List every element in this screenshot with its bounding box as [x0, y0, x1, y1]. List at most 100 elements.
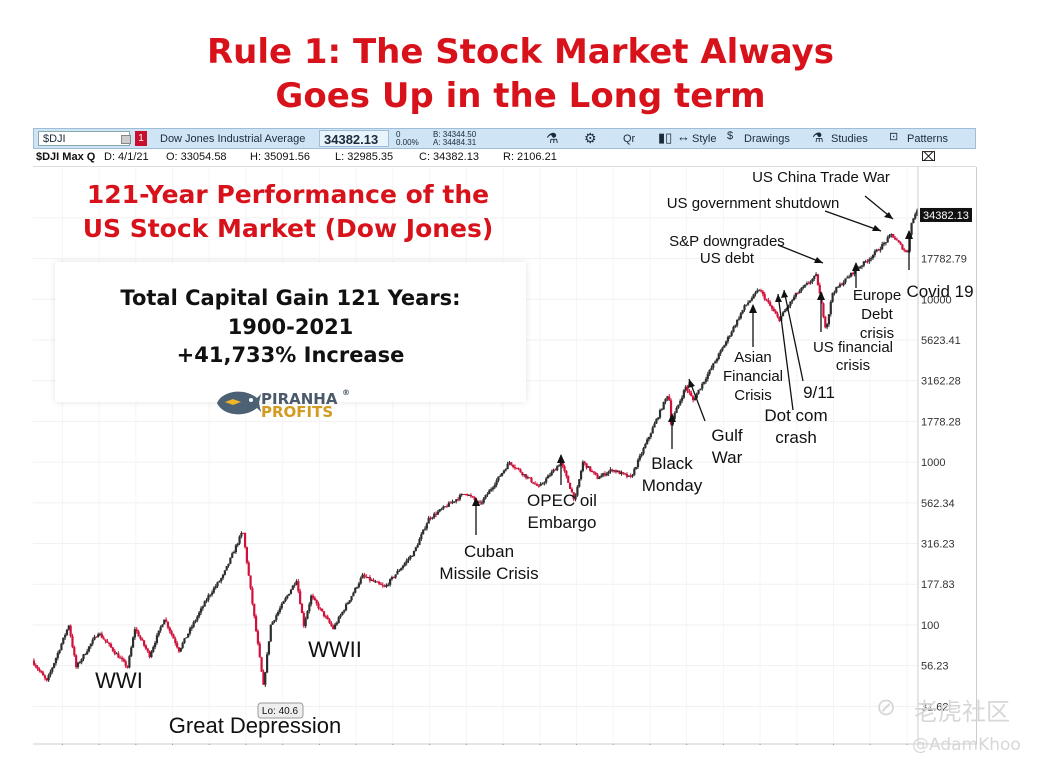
annotation-cuban-2: Missile Crisis [439, 564, 538, 583]
price-candle [58, 650, 61, 653]
price-candle [365, 576, 368, 578]
price-candle [137, 631, 140, 637]
price-candle [490, 489, 493, 491]
arrowhead [775, 294, 782, 302]
arrowhead [557, 454, 565, 463]
price-candle [113, 650, 116, 654]
price-candle [232, 552, 236, 554]
current-price-label: 34382.13 [923, 210, 969, 222]
candles-icon[interactable]: ▮▯ [658, 130, 673, 145]
price-candle [449, 502, 452, 504]
gear-icon[interactable]: ⚙ [584, 130, 597, 146]
price-candle [859, 266, 862, 269]
price-candle [811, 278, 814, 282]
price-candle [306, 611, 309, 619]
price-candle [767, 300, 770, 303]
price-candle [611, 469, 614, 472]
price-candle [240, 532, 243, 537]
price-candle [227, 563, 230, 567]
price-candle [739, 313, 742, 319]
price-candle [651, 427, 654, 434]
arrowhead [688, 379, 695, 388]
price-candle [445, 506, 449, 508]
style-button[interactable]: Style [692, 133, 717, 145]
price-candle [649, 433, 652, 437]
price-candle [802, 286, 805, 289]
price-candle [304, 618, 307, 627]
price-candle [361, 574, 364, 579]
price-candle [442, 506, 445, 509]
price-candle [142, 640, 146, 646]
price-candle [616, 470, 619, 473]
collapse-icon[interactable]: ⌧ [921, 149, 936, 164]
price-candle [33, 660, 36, 665]
price-candle [748, 300, 752, 303]
symbol-input[interactable]: $DJI [38, 131, 131, 146]
flask-icon[interactable]: ⚗ [546, 130, 559, 146]
price-candle [567, 476, 570, 483]
price-candle [168, 627, 171, 632]
logo-line1: PIRANHA [261, 390, 338, 408]
price-candle [493, 485, 496, 488]
patterns-button[interactable]: Patterns [907, 133, 948, 145]
price-candle [835, 287, 838, 293]
price-candle [574, 495, 577, 500]
price-candle [433, 513, 436, 518]
price-candle [368, 577, 372, 581]
price-candle [322, 611, 326, 617]
price-candle [734, 325, 737, 327]
annotation-cuban-1: Cuban [464, 542, 514, 561]
price-candle [726, 336, 730, 342]
price-candle [759, 290, 763, 292]
link-badge[interactable]: 1 [135, 131, 147, 146]
price-candle [122, 659, 125, 662]
price-candle [747, 302, 750, 305]
price-candle [693, 398, 697, 401]
price-candle [467, 494, 471, 496]
price-candle [886, 237, 889, 243]
drawings-button[interactable]: Drawings [744, 133, 790, 145]
price-candle [635, 466, 638, 469]
chart-area[interactable]: 31622.7817782.79100005623.413162.281778.… [33, 167, 977, 745]
gain-line3: +41,733% Increase [176, 343, 405, 367]
price-candle [614, 470, 618, 473]
price-candle [585, 463, 588, 468]
annotation-arrow [777, 293, 794, 411]
price-candle [622, 472, 625, 474]
price-candle [789, 301, 792, 306]
price-candle [238, 536, 241, 544]
price-candle [499, 475, 502, 477]
price-candle [378, 582, 381, 584]
price-candle [409, 556, 412, 559]
price-candle [772, 308, 775, 312]
price-candle [411, 555, 414, 557]
price-candle [761, 291, 764, 295]
price-candle [908, 234, 911, 252]
net-change: 0 [396, 130, 401, 139]
price-candle [578, 479, 581, 487]
price-candle [862, 261, 865, 266]
price-candle [177, 647, 181, 652]
price-candle [385, 584, 388, 587]
current-price-badge [920, 207, 972, 222]
price-candle [124, 661, 127, 666]
price-candle [392, 577, 395, 579]
arrowhead [872, 225, 881, 231]
price-candle [557, 465, 561, 467]
price-chart: 31622.7817782.79100005623.413162.281778.… [33, 167, 976, 745]
qr-button[interactable]: Qr [623, 133, 636, 145]
y-tick-label: 562.34 [921, 498, 955, 510]
price-candle [148, 651, 151, 658]
price-candle [895, 239, 898, 241]
studies-button[interactable]: Studies [831, 133, 868, 145]
price-candle [249, 575, 252, 589]
annotation-trade-war: US China Trade War [752, 169, 890, 186]
chevron-down-icon[interactable] [121, 135, 131, 144]
price-candle [354, 587, 357, 593]
arrowhead [668, 413, 676, 422]
price-candle [401, 565, 405, 569]
price-candle [890, 233, 893, 236]
annotation-great-depression: Great Depression [169, 713, 341, 738]
price-candle [251, 588, 254, 604]
price-candle [192, 622, 195, 627]
